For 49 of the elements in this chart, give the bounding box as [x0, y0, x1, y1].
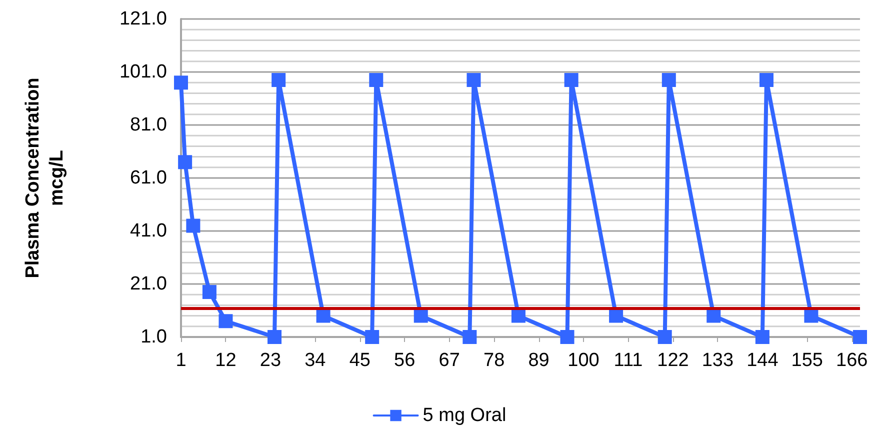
- point: [804, 308, 818, 323]
- x-tick-label: 166: [836, 350, 868, 371]
- x-tick-label: 155: [791, 350, 823, 371]
- point: [466, 72, 481, 87]
- y-tick-label: 101.0: [119, 62, 167, 82]
- x-tick-label: 78: [484, 350, 505, 371]
- x-tick-label: 133: [702, 350, 734, 371]
- point: [759, 72, 774, 87]
- point: [178, 155, 192, 170]
- point: [174, 76, 188, 90]
- point: [658, 330, 672, 344]
- point: [462, 330, 477, 344]
- y-tick-label: 61.0: [130, 168, 167, 188]
- x-tick-label: 122: [657, 350, 689, 371]
- point: [662, 72, 676, 87]
- y-tick-label: 81.0: [130, 114, 167, 136]
- x-tick-label: 56: [394, 350, 416, 371]
- y-tick-label: 1.0: [140, 326, 167, 348]
- x-tick-label: 144: [746, 350, 779, 371]
- x-tick-label: 45: [349, 350, 370, 371]
- point: [706, 308, 721, 323]
- point: [202, 284, 216, 299]
- point: [272, 72, 286, 87]
- x-tick-label: 1: [176, 350, 186, 371]
- point: [609, 308, 624, 323]
- point: [316, 308, 330, 323]
- x-tick-label: 23: [260, 350, 282, 371]
- point: [186, 218, 200, 233]
- point: [218, 314, 233, 328]
- legend-label: 5 mg Oral: [422, 405, 506, 426]
- point: [365, 330, 380, 344]
- x-tick-label: 100: [568, 350, 600, 371]
- y-tick-label: 41.0: [130, 220, 167, 242]
- y-axis-title: Plasma Concentration mcg/L: [22, 78, 68, 278]
- y-tick-label: 121.0: [119, 8, 167, 30]
- point: [853, 330, 867, 344]
- point: [511, 308, 526, 323]
- x-tick-label: 34: [304, 350, 326, 371]
- point: [560, 330, 574, 344]
- point: [755, 330, 770, 344]
- point: [268, 330, 282, 344]
- point: [369, 72, 384, 87]
- x-tick-label: 12: [215, 350, 236, 371]
- point: [414, 308, 428, 323]
- x-tick-label: 111: [614, 350, 643, 371]
- x-tick-label: 67: [438, 350, 460, 371]
- y-tick-label: 21.0: [130, 274, 167, 294]
- point: [564, 72, 578, 87]
- x-tick-label: 89: [528, 350, 550, 371]
